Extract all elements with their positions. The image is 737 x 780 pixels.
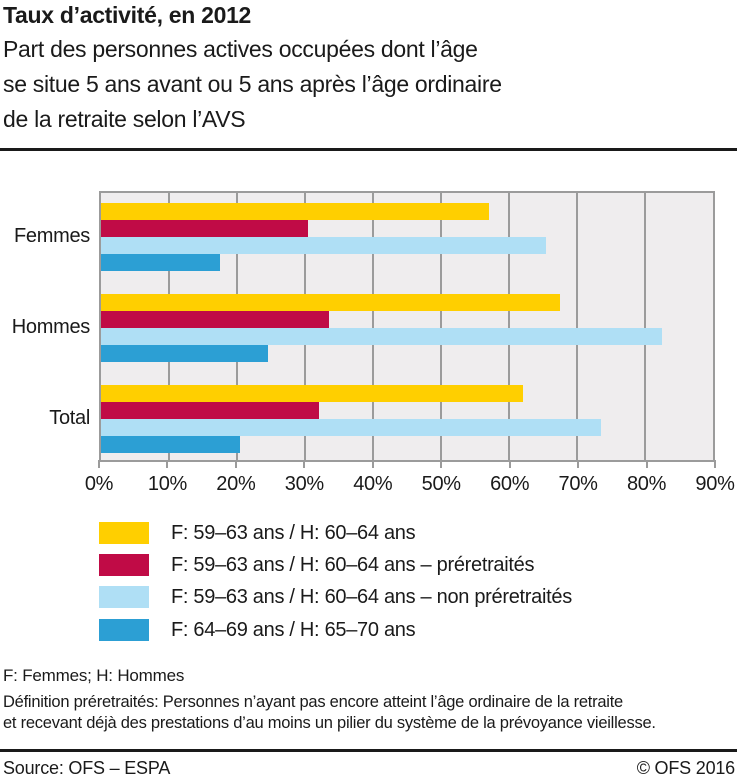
gridline <box>440 193 442 460</box>
tick-mark <box>714 460 716 468</box>
legend-label: F: 59–63 ans / H: 60–64 ans – préretrait… <box>171 554 535 577</box>
legend-label: F: 59–63 ans / H: 60–64 ans – non préret… <box>171 586 572 609</box>
tick-mark <box>645 460 648 468</box>
tick-mark <box>371 460 374 468</box>
tick-mark <box>303 460 306 468</box>
page-subtitle: Part des personnes actives occupées dont… <box>3 32 502 137</box>
tick-label: 10% <box>147 473 188 495</box>
legend-label: F: 64–69 ans / H: 65–70 ans <box>171 618 416 641</box>
tick-mark <box>577 460 580 468</box>
tick-label: 40% <box>353 473 393 495</box>
footer-divider <box>0 749 737 752</box>
plot-area <box>99 191 715 462</box>
gridline <box>371 193 374 460</box>
header-divider <box>0 148 737 151</box>
gridline <box>508 193 510 460</box>
legend-color-swatch <box>99 522 149 544</box>
legend-color-swatch <box>99 554 149 577</box>
definition-note: Définition préretraités: Personnes n’aya… <box>3 692 656 733</box>
bar-total-1 <box>101 402 319 419</box>
tick-mark <box>234 460 237 468</box>
tick-label: 30% <box>284 473 324 495</box>
category-label-total: Total <box>49 407 90 429</box>
copyright-text: © OFS 2016 <box>636 758 736 778</box>
bar-femmes-0 <box>101 203 489 220</box>
legend-label: F: 59–63 ans / H: 60–64 ans <box>171 522 416 544</box>
definition-line-2: et recevant déjà des prestations d’au mo… <box>3 713 656 732</box>
bar-hommes-1 <box>101 311 329 328</box>
tick-label: 0% <box>84 473 114 495</box>
source-text: Source: OFS – ESPA <box>3 758 171 778</box>
legend-color-swatch <box>99 618 149 641</box>
definition-line-1: Définition préretraités: Personnes n’aya… <box>3 693 623 711</box>
tick-mark <box>440 460 443 468</box>
abbreviation-note: F: Femmes; H: Hommes <box>3 666 185 685</box>
x-axis-tick-labels: 0% 10% 20% 30% 40% 50% 60% 70% 80% 90% <box>85 473 735 495</box>
category-label-hommes: Hommes <box>11 316 91 338</box>
tick-label: 90% <box>695 473 735 495</box>
subtitle-line-1: Part des personnes actives occupées dont… <box>3 36 478 62</box>
tick-mark <box>166 460 169 468</box>
subtitle-line-3: de la retraite selon l’AVS <box>3 106 246 132</box>
bar-total-0 <box>101 385 523 402</box>
bar-femmes-1 <box>101 220 309 237</box>
category-label-femmes: Femmes <box>14 225 90 247</box>
legend-color-swatch <box>99 586 149 609</box>
tick-mark <box>98 460 100 468</box>
bar-femmes-2 <box>101 237 547 254</box>
bar-hommes-2 <box>101 328 662 345</box>
tick-label: 20% <box>216 473 256 495</box>
bar-total-3 <box>101 436 241 453</box>
bar-femmes-3 <box>101 254 220 271</box>
tick-label: 80% <box>626 473 667 495</box>
bar-total-2 <box>101 419 601 436</box>
bar-hommes-0 <box>101 294 560 311</box>
gridline <box>576 193 578 460</box>
bar-hommes-3 <box>101 345 268 362</box>
tick-label: 50% <box>421 473 461 495</box>
subtitle-line-2: se situe 5 ans avant ou 5 ans après l’âg… <box>3 71 502 97</box>
gridline <box>643 193 646 460</box>
tick-mark <box>508 460 511 468</box>
tick-label: 70% <box>558 473 598 495</box>
x-axis-ticks <box>98 460 716 468</box>
page-title: Taux d’activité, en 2012 <box>3 2 252 28</box>
tick-label: 60% <box>490 473 530 495</box>
